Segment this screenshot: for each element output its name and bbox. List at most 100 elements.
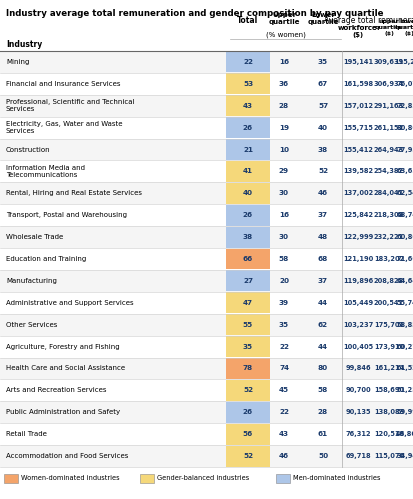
Bar	[225, 336, 269, 357]
Text: 58,851: 58,851	[395, 322, 413, 328]
Text: 53: 53	[242, 81, 252, 87]
Bar	[0, 51, 413, 73]
Text: 76,312: 76,312	[344, 431, 370, 437]
Bar	[225, 446, 269, 467]
Text: 21: 21	[242, 147, 252, 153]
Text: 35: 35	[242, 344, 252, 350]
Bar	[225, 227, 269, 248]
Bar	[0, 423, 413, 445]
Text: 138,083: 138,083	[373, 409, 403, 415]
Text: 115,076: 115,076	[373, 453, 403, 459]
Text: 26: 26	[242, 409, 252, 415]
Text: 47: 47	[242, 300, 252, 306]
Text: Education and Training: Education and Training	[6, 256, 86, 262]
Text: Wholesale Trade: Wholesale Trade	[6, 234, 63, 240]
Text: upper
quartile
($): upper quartile ($)	[374, 19, 402, 36]
Text: 61: 61	[317, 431, 327, 437]
Bar	[225, 51, 269, 72]
Text: 64,643: 64,643	[395, 278, 413, 284]
Bar	[0, 336, 413, 357]
Bar	[0, 314, 413, 336]
Bar	[225, 270, 269, 291]
Text: Public Administration and Safety: Public Administration and Safety	[6, 409, 120, 415]
Text: Gender-balanced industries: Gender-balanced industries	[157, 475, 249, 481]
Text: 232,221: 232,221	[373, 234, 403, 240]
Bar	[0, 182, 413, 204]
Text: 37: 37	[317, 278, 327, 284]
Text: 28: 28	[278, 103, 288, 109]
Text: 46,860: 46,860	[395, 431, 413, 437]
Bar	[140, 474, 154, 483]
Text: Financial and Insurance Services: Financial and Insurance Services	[6, 81, 120, 87]
Text: 59,993: 59,993	[395, 409, 413, 415]
Text: Administrative and Support Services: Administrative and Support Services	[6, 300, 133, 306]
Text: Other Services: Other Services	[6, 322, 57, 328]
Text: 158,690: 158,690	[373, 387, 403, 393]
Text: 99,846: 99,846	[344, 365, 370, 371]
Text: Rental, Hiring and Real Estate Services: Rental, Hiring and Real Estate Services	[6, 190, 142, 196]
Text: 121,190: 121,190	[342, 256, 372, 262]
Text: 41: 41	[242, 169, 252, 175]
Text: 105,449: 105,449	[342, 300, 372, 306]
Bar	[0, 117, 413, 139]
Text: Average total remuneration: Average total remuneration	[323, 16, 413, 25]
Text: 26: 26	[242, 212, 252, 218]
Text: Transport, Postal and Warehousing: Transport, Postal and Warehousing	[6, 212, 127, 218]
Text: 161,214: 161,214	[373, 365, 403, 371]
Bar	[225, 249, 269, 269]
Text: Agriculture, Forestry and Fishing: Agriculture, Forestry and Fishing	[6, 344, 119, 350]
Text: 72,839: 72,839	[395, 103, 413, 109]
Text: 28: 28	[317, 409, 327, 415]
Text: 43: 43	[242, 103, 252, 109]
Text: 68,745: 68,745	[395, 212, 413, 218]
Text: 90,700: 90,700	[344, 387, 370, 393]
Bar	[0, 248, 413, 270]
Text: (% women): (% women)	[265, 31, 305, 38]
Bar	[225, 402, 269, 423]
Text: 218,308: 218,308	[373, 212, 403, 218]
Text: 115,292: 115,292	[393, 59, 413, 65]
Text: 309,639: 309,639	[373, 59, 403, 65]
Text: 40: 40	[317, 125, 327, 131]
Bar	[0, 204, 413, 226]
Bar	[0, 226, 413, 248]
Text: 51,252: 51,252	[395, 387, 413, 393]
Text: 155,412: 155,412	[342, 147, 372, 153]
Text: 76,079: 76,079	[395, 81, 413, 87]
Bar	[225, 292, 269, 313]
Text: 69,718: 69,718	[344, 453, 370, 459]
Text: 35: 35	[278, 322, 288, 328]
Text: 63,650: 63,650	[395, 169, 413, 175]
Text: 254,382: 254,382	[373, 169, 403, 175]
Text: 20: 20	[278, 278, 288, 284]
Text: Manufacturing: Manufacturing	[6, 278, 57, 284]
Bar	[225, 95, 269, 116]
Bar	[225, 73, 269, 94]
Text: 37: 37	[317, 212, 327, 218]
Text: 100,405: 100,405	[342, 344, 372, 350]
Text: Upper
quartile: Upper quartile	[268, 12, 299, 25]
Text: Health Care and Social Assistance: Health Care and Social Assistance	[6, 365, 125, 371]
Text: 52: 52	[242, 453, 252, 459]
Text: Accommodation and Food Services: Accommodation and Food Services	[6, 453, 128, 459]
Bar	[225, 139, 269, 160]
Text: 46: 46	[278, 453, 288, 459]
Bar	[225, 183, 269, 204]
Text: Mining: Mining	[6, 59, 29, 65]
Text: 52: 52	[317, 169, 327, 175]
Text: 175,701: 175,701	[373, 322, 403, 328]
Bar	[0, 292, 413, 314]
Text: 67: 67	[317, 81, 327, 87]
Text: Total: Total	[237, 16, 258, 25]
Text: 26: 26	[242, 125, 252, 131]
Bar	[0, 73, 413, 95]
Text: 58: 58	[278, 256, 288, 262]
Text: Construction: Construction	[6, 147, 50, 153]
Text: 120,518: 120,518	[373, 431, 403, 437]
Bar	[225, 358, 269, 379]
Bar	[0, 357, 413, 379]
Text: 74: 74	[278, 365, 288, 371]
Text: 261,152: 261,152	[373, 125, 403, 131]
Text: Industry average total remuneration and gender composition by pay quartile: Industry average total remuneration and …	[6, 9, 382, 18]
Text: 46: 46	[317, 190, 327, 196]
